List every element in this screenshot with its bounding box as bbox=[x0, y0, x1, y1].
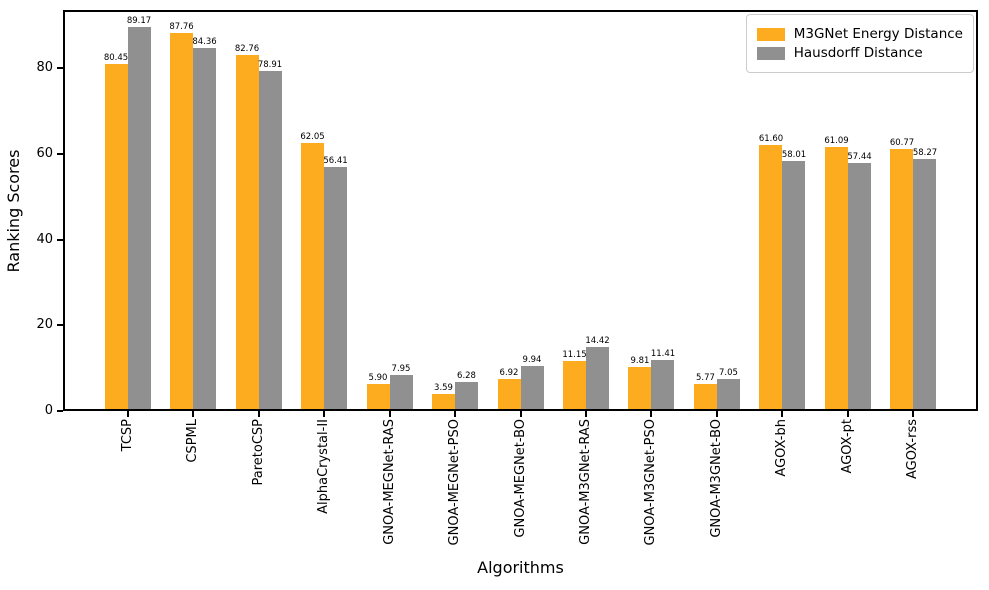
bar-value-label: 11.15 bbox=[562, 350, 587, 361]
bar-hausdorff bbox=[258, 71, 282, 409]
legend-label: Hausdorff Distance bbox=[793, 45, 923, 61]
bar-m3gnet bbox=[890, 148, 914, 409]
bar-m3gnet bbox=[432, 393, 455, 409]
x-tick-label: GNOA-M3GNet-RAS bbox=[577, 419, 593, 545]
x-tick-label: AGOX-rss bbox=[905, 419, 921, 479]
bar-value-label: 62.05 bbox=[300, 132, 325, 143]
bar-value-label: 58.01 bbox=[781, 149, 807, 160]
x-tick-label: ParetoCSP bbox=[250, 419, 266, 486]
x-tick-mark bbox=[846, 411, 849, 417]
bar-hausdorff bbox=[651, 360, 675, 409]
bar-hausdorff bbox=[324, 167, 347, 409]
bar-value-label: 9.81 bbox=[630, 355, 650, 366]
x-tick-label: GNOA-MEGNet-PSO bbox=[447, 419, 462, 546]
x-tick-mark bbox=[650, 411, 653, 417]
x-tick-mark bbox=[192, 411, 194, 417]
bar-hausdorff bbox=[389, 374, 413, 409]
bar-value-label: 57.44 bbox=[847, 151, 872, 162]
y-tick-label: 20 bbox=[36, 317, 53, 333]
bar-value-label: 87.76 bbox=[169, 22, 194, 33]
bar-hausdorff bbox=[585, 347, 609, 409]
y-axis-title: Ranking Scores bbox=[4, 149, 23, 273]
x-tick-label: AGOX-bh bbox=[774, 419, 790, 477]
y-tick-mark bbox=[57, 67, 63, 70]
bar-value-label: 84.36 bbox=[192, 36, 217, 47]
y-tick-mark bbox=[57, 410, 63, 412]
bar-value-label: 6.28 bbox=[457, 371, 476, 382]
bar-m3gnet bbox=[693, 384, 717, 409]
bar-value-label: 5.77 bbox=[696, 373, 715, 384]
legend-label: M3GNet Energy Distance bbox=[793, 26, 963, 42]
legend-swatch-gray bbox=[756, 46, 785, 60]
x-tick-label: GNOA-M3GNet-PSO bbox=[643, 419, 659, 546]
legend: M3GNet Energy Distance Hausdorff Distanc… bbox=[745, 14, 974, 73]
bar-value-label: 58.27 bbox=[912, 148, 938, 159]
x-tick-mark bbox=[388, 411, 391, 417]
x-tick-mark bbox=[781, 411, 784, 417]
x-tick-label: AGOX-pt bbox=[839, 419, 855, 474]
bar-hausdorff bbox=[716, 378, 740, 409]
bar-value-label: 7.95 bbox=[391, 363, 411, 374]
x-tick-mark bbox=[715, 411, 718, 417]
bar-value-label: 82.76 bbox=[234, 43, 260, 54]
x-tick-label: GNOA-M3GNet-BO bbox=[708, 419, 724, 538]
y-tick-label: 60 bbox=[36, 146, 53, 162]
bar-value-label: 61.09 bbox=[824, 136, 849, 147]
bar-m3gnet bbox=[301, 143, 324, 409]
bar-value-label: 9.94 bbox=[522, 355, 542, 366]
y-tick-mark bbox=[57, 238, 63, 241]
bar-m3gnet bbox=[759, 145, 783, 409]
x-tick-mark bbox=[126, 411, 129, 417]
y-tick-label: 0 bbox=[44, 403, 53, 418]
bar-value-label: 7.05 bbox=[719, 367, 738, 378]
bar-m3gnet bbox=[562, 361, 586, 409]
bar-value-label: 6.92 bbox=[499, 368, 519, 379]
bar-m3gnet bbox=[170, 33, 193, 409]
bar-hausdorff bbox=[913, 159, 937, 409]
bar-hausdorff bbox=[455, 382, 478, 409]
bar-m3gnet bbox=[235, 54, 259, 409]
y-tick-label: 80 bbox=[36, 60, 53, 76]
x-tick-mark bbox=[519, 411, 522, 417]
bar-value-label: 60.77 bbox=[889, 137, 915, 148]
bar-value-label: 11.41 bbox=[650, 349, 676, 360]
bar-hausdorff bbox=[782, 160, 806, 409]
y-tick-mark bbox=[57, 324, 63, 327]
bar-hausdorff bbox=[193, 47, 216, 409]
x-tick-mark bbox=[323, 411, 325, 417]
x-tick-label: AlphaCrystal-II bbox=[316, 419, 331, 514]
bar-hausdorff bbox=[127, 27, 151, 409]
x-tick-label: GNOA-MEGNet-RAS bbox=[381, 419, 397, 545]
bar-value-label: 56.41 bbox=[323, 156, 348, 167]
y-tick-label: 40 bbox=[36, 231, 53, 247]
legend-entry-m3gnet: M3GNet Energy Distance bbox=[756, 26, 963, 42]
x-tick-mark bbox=[584, 411, 587, 417]
x-tick-label: GNOA-MEGNet-BO bbox=[512, 419, 528, 538]
legend-swatch-orange bbox=[756, 27, 785, 41]
bar-value-label: 80.45 bbox=[103, 53, 129, 64]
bar-value-label: 61.60 bbox=[758, 134, 784, 145]
bar-hausdorff bbox=[520, 366, 544, 409]
y-tick-mark bbox=[57, 153, 63, 156]
bar-value-label: 5.90 bbox=[368, 372, 388, 383]
legend-entry-hausdorff: Hausdorff Distance bbox=[756, 45, 963, 61]
bar-m3gnet bbox=[497, 379, 521, 409]
x-axis-title: Algorithms bbox=[477, 558, 564, 577]
x-tick-mark bbox=[912, 411, 915, 417]
bar-value-label: 78.91 bbox=[257, 60, 283, 71]
x-tick-mark bbox=[257, 411, 260, 417]
bar-m3gnet bbox=[104, 64, 128, 409]
x-tick-label: TCSP bbox=[119, 419, 135, 452]
bar-value-label: 3.59 bbox=[434, 382, 453, 393]
bar-value-label: 89.17 bbox=[126, 16, 152, 27]
bar-value-label: 14.42 bbox=[585, 336, 610, 347]
bar-hausdorff bbox=[847, 162, 871, 409]
x-tick-label: CSPML bbox=[185, 419, 200, 463]
x-tick-mark bbox=[454, 411, 456, 417]
bar-m3gnet bbox=[824, 147, 848, 409]
bar-m3gnet bbox=[628, 366, 652, 409]
bar-m3gnet bbox=[366, 383, 390, 409]
